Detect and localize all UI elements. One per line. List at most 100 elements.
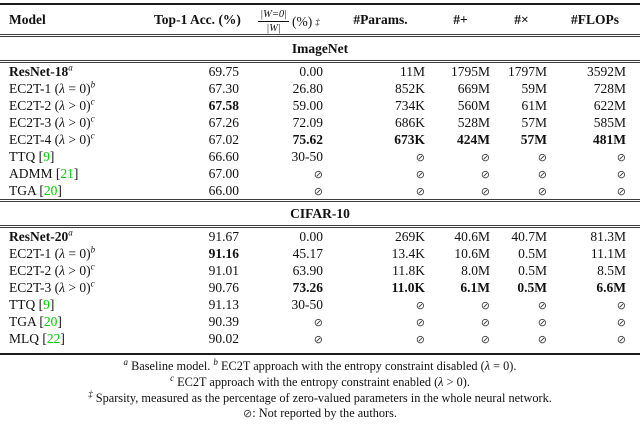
table-row: EC2T-3 (λ > 0)c 67.26 72.09 686K 528M 57M 585M (0, 114, 640, 131)
citation-link[interactable]: 20 (43, 182, 58, 198)
cell-top1: 69.75 (150, 62, 245, 81)
cell-value: 91.16 (208, 245, 239, 261)
text-segment: #FLOPs (570, 11, 619, 27)
text-segment: > 0). (443, 374, 470, 389)
cell-value: 57M (521, 114, 547, 130)
cell-params: 852K (333, 80, 428, 97)
text-segment: ] (60, 330, 65, 346)
cell-value: 40.7M (511, 228, 547, 244)
cell-mults: 61M (493, 97, 550, 114)
cell-value: 67.00 (208, 165, 239, 181)
table-row: EC2T-1 (λ = 0)b 67.30 26.80 852K 669M 59M 728M (0, 80, 640, 97)
col-header-adds: #+ (428, 4, 493, 36)
cell-params: 734K (333, 97, 428, 114)
not-reported-icon: ⊘ (313, 184, 323, 198)
citation-link[interactable]: 9 (43, 296, 50, 312)
cell-value: 59M (521, 80, 547, 96)
not-reported-icon: ⊘ (480, 315, 490, 329)
cell-mults: ⊘ (493, 330, 550, 347)
cell-params: 11.0K (333, 279, 428, 296)
cell-top1: 66.60 (150, 148, 245, 165)
table-header: Model Top-1 Acc. (%) |W=0| |W| (%) ‡ #Params. #… (0, 4, 640, 36)
table-row: ResNet-18a 69.75 0.00 11M 1795M 1797M 3592M (0, 62, 640, 81)
text-segment: EC2T-4 ( (9, 131, 60, 147)
cell-value: 30-50 (291, 148, 324, 164)
col-header-top1: Top-1 Acc. (%) (150, 4, 245, 36)
text-segment: Baseline model. (128, 359, 214, 374)
cell-params: ⊘ (333, 182, 428, 201)
cell-mults: ⊘ (493, 182, 550, 201)
cell-sparsity: ⊘ (245, 182, 333, 201)
text-segment: > 0) (64, 97, 91, 113)
cell-top1: 66.00 (150, 182, 245, 201)
not-reported-icon: ⊘ (480, 332, 490, 346)
cell-model: ResNet-18a (0, 62, 150, 81)
not-reported-icon: ⊘ (313, 332, 323, 346)
section-title: ImageNet (0, 34, 640, 64)
table-row: EC2T-3 (λ > 0)c 90.76 73.26 11.0K 6.1M 0.5M 6.… (0, 279, 640, 296)
superscript-marker: a (123, 356, 129, 367)
cell-mults: 40.7M (493, 227, 550, 246)
not-reported-icon: ⊘ (537, 298, 547, 312)
superscript-marker: b (90, 244, 96, 255)
table-row: TGA [20] 66.00 ⊘ ⊘ ⊘ ⊘ ⊘ (0, 182, 640, 201)
not-reported-icon: ⊘ (616, 184, 626, 198)
cell-mults: 59M (493, 80, 550, 97)
footnote-line: ‡ Sparsity, measured as the percentage o… (0, 389, 640, 407)
table-row: ADMM [21] 67.00 ⊘ ⊘ ⊘ ⊘ ⊘ (0, 165, 640, 182)
not-reported-icon: ⊘ (537, 150, 547, 164)
cell-mults: 0.5M (493, 279, 550, 296)
cell-model: EC2T-4 (λ > 0)c (0, 131, 150, 148)
cell-adds: 669M (428, 80, 493, 97)
citation-link[interactable]: 22 (46, 330, 61, 346)
cell-flops: 585M (550, 114, 640, 131)
cell-model: TGA [20] (0, 182, 150, 201)
citation-link[interactable]: 9 (43, 148, 50, 164)
cell-top1: 67.58 (150, 97, 245, 114)
cell-value: 91.67 (208, 228, 239, 244)
cell-value: 8.0M (461, 262, 490, 278)
cell-model: EC2T-3 (λ > 0)c (0, 114, 150, 131)
text-segment: ADMM [ (9, 165, 61, 181)
text-segment: λ (59, 97, 65, 113)
superscript-marker: c (90, 96, 95, 107)
text-segment: EC2T-1 ( (9, 245, 60, 261)
table-row: EC2T-1 (λ = 0)b 91.16 45.17 13.4K 10.6M 0.5M 1… (0, 245, 640, 262)
cell-params: 686K (333, 114, 428, 131)
cell-adds: ⊘ (428, 296, 493, 313)
cell-flops: 11.1M (550, 245, 640, 262)
cell-value: 669M (457, 80, 490, 96)
cell-params: 11M (333, 62, 428, 81)
text-segment: TGA [ (9, 182, 44, 198)
cell-value: 67.26 (208, 114, 239, 130)
not-reported-icon: ⊘ (537, 332, 547, 346)
cell-mults: 0.5M (493, 262, 550, 279)
text-segment: EC2T-3 ( (9, 279, 60, 295)
text-segment: EC2T-2 ( (9, 262, 60, 278)
cell-adds: 40.6M (428, 227, 493, 246)
cell-value: 91.13 (208, 296, 239, 312)
cell-model: ADMM [21] (0, 165, 150, 182)
text-segment: > 0) (64, 131, 91, 147)
text-segment: ] (49, 296, 55, 312)
cell-sparsity: 26.80 (245, 80, 333, 97)
cell-model: EC2T-2 (λ > 0)c (0, 97, 150, 114)
cell-value: 622M (593, 97, 626, 113)
cell-value: 424M (457, 131, 490, 147)
cell-sparsity: 72.09 (245, 114, 333, 131)
table-row: EC2T-4 (λ > 0)c 67.02 75.62 673K 424M 57M 481M (0, 131, 640, 148)
citation-link[interactable]: 20 (43, 313, 58, 329)
superscript-marker: c (90, 261, 95, 272)
cell-sparsity: 75.62 (245, 131, 333, 148)
cell-value: 734K (395, 97, 425, 113)
citation-link[interactable]: 21 (60, 165, 74, 181)
sparsity-fraction: |W=0| |W| (%) ‡ (258, 9, 320, 35)
cell-model: TTQ [9] (0, 148, 150, 165)
superscript-marker: b (213, 356, 218, 367)
not-reported-icon: ⊘ (480, 167, 490, 181)
cell-value: 6.6M (596, 279, 626, 295)
cell-value: 11M (399, 63, 425, 79)
cell-sparsity: 0.00 (245, 62, 333, 81)
cell-value: 3592M (586, 63, 626, 79)
cell-mults: ⊘ (493, 296, 550, 313)
